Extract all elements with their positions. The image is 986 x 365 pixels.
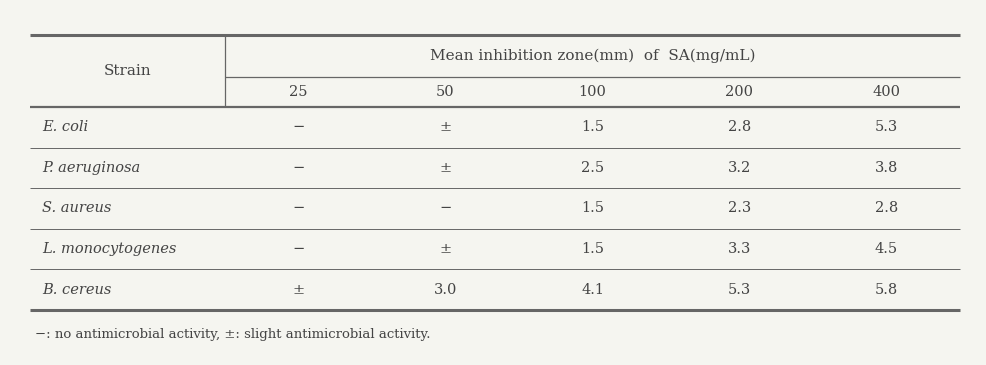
Text: 2.8: 2.8 [874, 201, 897, 215]
Text: 400: 400 [872, 85, 899, 99]
Text: 100: 100 [578, 85, 605, 99]
Text: 200: 200 [725, 85, 752, 99]
Text: 5.8: 5.8 [874, 283, 897, 297]
Text: ±: ± [292, 283, 305, 297]
Text: 5.3: 5.3 [874, 120, 897, 134]
Text: 2.3: 2.3 [727, 201, 750, 215]
Text: ±: ± [439, 120, 452, 134]
Text: 3.3: 3.3 [727, 242, 750, 256]
Text: 5.3: 5.3 [727, 283, 750, 297]
Text: 4.5: 4.5 [874, 242, 897, 256]
Text: 1.5: 1.5 [581, 242, 603, 256]
Text: ±: ± [439, 161, 452, 175]
Text: 2.8: 2.8 [727, 120, 750, 134]
Text: 1.5: 1.5 [581, 201, 603, 215]
Text: −: − [292, 161, 305, 175]
Text: −: − [292, 120, 305, 134]
Text: P. aeruginosa: P. aeruginosa [42, 161, 140, 175]
Text: E. coli: E. coli [42, 120, 88, 134]
Text: 3.8: 3.8 [874, 161, 897, 175]
Text: 4.1: 4.1 [581, 283, 603, 297]
Text: B. cereus: B. cereus [42, 283, 111, 297]
Text: 3.2: 3.2 [727, 161, 750, 175]
Text: 50: 50 [436, 85, 455, 99]
Text: 1.5: 1.5 [581, 120, 603, 134]
Text: 25: 25 [289, 85, 308, 99]
Text: L. monocytogenes: L. monocytogenes [42, 242, 176, 256]
Text: −: − [292, 201, 305, 215]
Text: 3.0: 3.0 [434, 283, 457, 297]
Text: Strain: Strain [104, 64, 151, 78]
Text: −: no antimicrobial activity, ±: slight antimicrobial activity.: −: no antimicrobial activity, ±: slight … [35, 328, 430, 341]
Text: 2.5: 2.5 [581, 161, 603, 175]
Text: ±: ± [439, 242, 452, 256]
Text: −: − [439, 201, 452, 215]
Text: Mean inhibition zone(mm)  of  SA(mg/mL): Mean inhibition zone(mm) of SA(mg/mL) [429, 49, 754, 63]
Text: S. aureus: S. aureus [42, 201, 111, 215]
Text: −: − [292, 242, 305, 256]
